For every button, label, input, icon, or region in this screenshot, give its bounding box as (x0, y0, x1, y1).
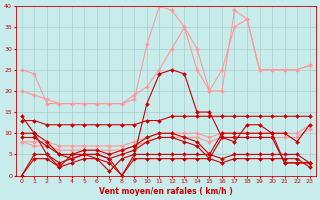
X-axis label: Vent moyen/en rafales ( km/h ): Vent moyen/en rafales ( km/h ) (99, 187, 233, 196)
